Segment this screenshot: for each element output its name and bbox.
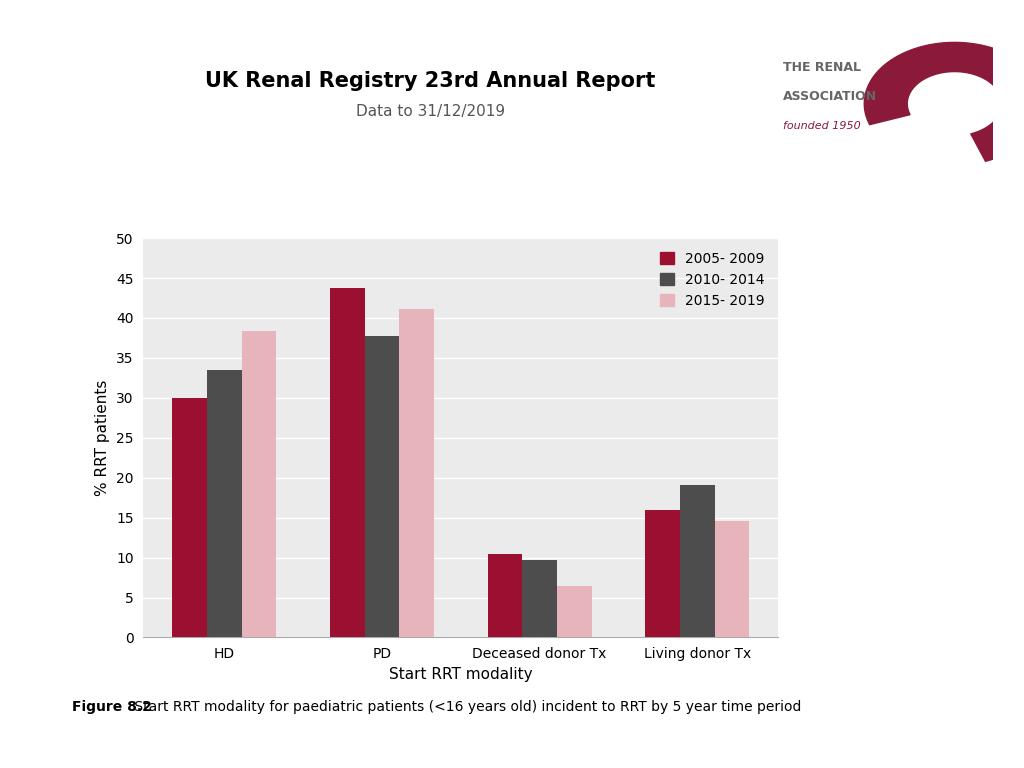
Text: ASSOCIATION: ASSOCIATION xyxy=(782,90,877,103)
Bar xyxy=(207,370,242,637)
Bar xyxy=(645,510,680,637)
Text: UK Renal Registry 23rd Annual Report: UK Renal Registry 23rd Annual Report xyxy=(205,71,655,91)
Text: founded 1950: founded 1950 xyxy=(782,121,860,131)
Bar xyxy=(522,560,557,637)
Bar xyxy=(365,336,399,637)
Text: Data to 31/12/2019: Data to 31/12/2019 xyxy=(355,104,505,119)
X-axis label: Start RRT modality: Start RRT modality xyxy=(389,667,532,682)
Text: Start RRT modality for paediatric patients (<16 years old) incident to RRT by 5 : Start RRT modality for paediatric patien… xyxy=(130,700,802,713)
Bar xyxy=(172,398,207,637)
Bar xyxy=(330,289,365,637)
Y-axis label: % RRT patients: % RRT patients xyxy=(95,379,111,496)
Bar xyxy=(242,331,276,637)
Text: Figure 8.2: Figure 8.2 xyxy=(72,700,152,713)
Bar xyxy=(399,310,434,637)
Bar xyxy=(557,585,592,637)
Bar xyxy=(487,554,522,637)
Text: THE RENAL: THE RENAL xyxy=(782,61,860,74)
Polygon shape xyxy=(864,42,1024,161)
Bar xyxy=(680,485,715,637)
Legend: 2005- 2009, 2010- 2014, 2015- 2019: 2005- 2009, 2010- 2014, 2015- 2019 xyxy=(652,245,771,315)
Bar xyxy=(715,521,750,637)
